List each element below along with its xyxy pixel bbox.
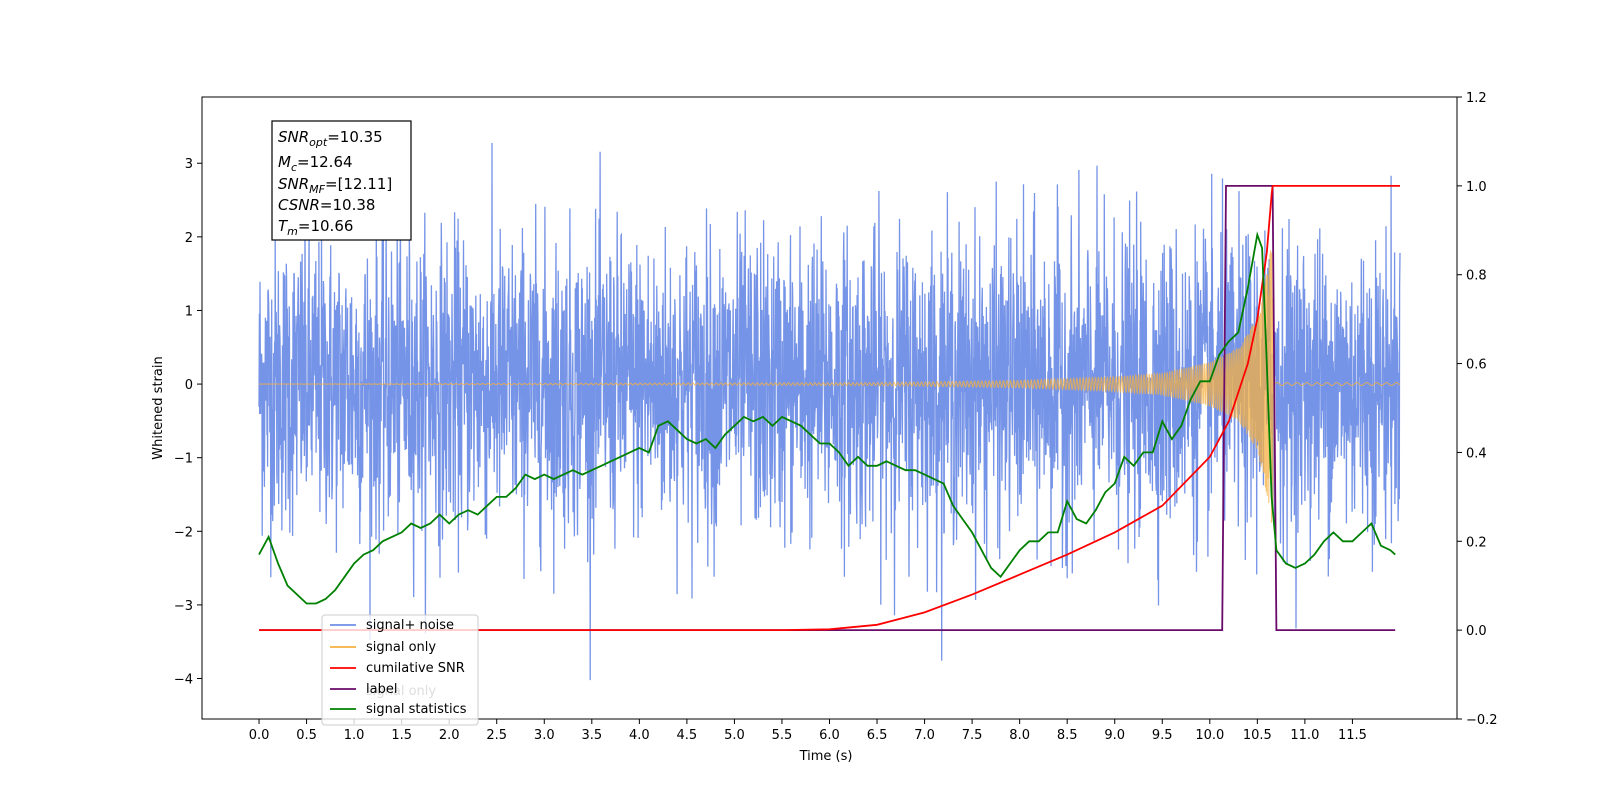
y-left-tick-label: 3 bbox=[185, 157, 193, 172]
y-left-tick-label: −4 bbox=[174, 673, 193, 688]
x-tick-label: 10.0 bbox=[1195, 728, 1224, 743]
x-tick-label: 8.0 bbox=[1009, 728, 1030, 743]
x-tick-label: 0.5 bbox=[296, 728, 317, 743]
legend-label: signal statistics bbox=[366, 702, 467, 717]
y-right-tick-label: −0.2 bbox=[1466, 713, 1498, 728]
legend-label: signal+ noise bbox=[366, 618, 454, 633]
y-axis-left: −4 −3 −2 −1 0 1 2 3 bbox=[174, 157, 202, 688]
y-left-tick-label: −3 bbox=[174, 599, 193, 614]
x-tick-label: 3.5 bbox=[581, 728, 602, 743]
annotation-line: Tm=10.66 bbox=[278, 217, 353, 238]
x-tick-label: 5.0 bbox=[724, 728, 745, 743]
x-tick-label: 6.0 bbox=[819, 728, 840, 743]
x-tick-label: 3.0 bbox=[534, 728, 555, 743]
y-axis-right: −0.2 0.0 0.2 0.4 0.6 0.8 1.0 1.2 bbox=[1457, 91, 1498, 728]
x-tick-label: 9.0 bbox=[1104, 728, 1125, 743]
x-tick-label: 4.5 bbox=[677, 728, 698, 743]
x-tick-label: 4.0 bbox=[629, 728, 650, 743]
legend-frame bbox=[321, 614, 479, 726]
x-axis: 0.0 0.5 1.0 1.5 2.0 2.5 3.0 3.5 4.0 4.5 5.0 5.5 6.0 6… bbox=[249, 719, 1367, 743]
annotation-line: Mc=12.64 bbox=[278, 153, 353, 174]
legend-ghost-text: signal only bbox=[366, 684, 436, 699]
annotation-box-frame bbox=[271, 120, 412, 241]
annotation-line: CSNR=10.38 bbox=[278, 196, 375, 214]
y-left-tick-label: −1 bbox=[174, 452, 193, 467]
x-tick-label: 1.0 bbox=[344, 728, 365, 743]
x-tick-label: 10.5 bbox=[1243, 728, 1272, 743]
x-tick-label: 7.0 bbox=[914, 728, 935, 743]
x-tick-label: 8.5 bbox=[1057, 728, 1078, 743]
series-label-line bbox=[259, 184, 1396, 631]
y-left-tick-label: −2 bbox=[174, 525, 193, 540]
series-signal-only-line bbox=[259, 250, 1401, 523]
x-tick-label: 7.5 bbox=[962, 728, 983, 743]
stats-annotation-box: SNRopt=10.35 Mc=12.64SNRMF=[12.11]CSNR=10… bbox=[271, 120, 412, 241]
x-tick-label: 5.5 bbox=[772, 728, 793, 743]
y-right-tick-label: 1.2 bbox=[1466, 91, 1487, 106]
x-tick-label: 9.5 bbox=[1152, 728, 1173, 743]
x-tick-label: 1.5 bbox=[391, 728, 412, 743]
y-right-tick-label: 1.0 bbox=[1466, 180, 1487, 195]
annotation-line: SNRMF=[12.11] bbox=[278, 175, 392, 196]
x-tick-label: 2.5 bbox=[486, 728, 507, 743]
x-tick-label: 6.5 bbox=[867, 728, 888, 743]
y-right-tick-label: 0.2 bbox=[1466, 535, 1487, 550]
x-axis-title: Time (s) bbox=[799, 749, 853, 764]
x-tick-label: 2.0 bbox=[439, 728, 460, 743]
legend-label: cumilative SNR bbox=[366, 661, 465, 676]
plot-area bbox=[258, 142, 1401, 681]
legend-label: label bbox=[366, 682, 397, 697]
y-axis-title: Whitened strain bbox=[151, 356, 166, 459]
x-tick-label: 11.5 bbox=[1338, 728, 1367, 743]
legend-label: signal only bbox=[366, 640, 436, 655]
annotation-line: SNRopt=10.35 bbox=[278, 128, 383, 149]
x-tick-label: 11.0 bbox=[1290, 728, 1319, 743]
y-left-tick-label: 2 bbox=[185, 231, 193, 246]
y-right-tick-label: 0.6 bbox=[1466, 358, 1487, 373]
legend: signal only signal+ noise signal only cumil… bbox=[321, 614, 479, 726]
y-right-tick-label: 0.4 bbox=[1466, 446, 1487, 461]
series-signal-statistics-line bbox=[258, 231, 1396, 605]
series-signal-noise-line bbox=[258, 142, 1401, 681]
y-left-tick-label: 1 bbox=[185, 304, 193, 319]
y-left-tick-label: 0 bbox=[185, 378, 193, 393]
x-tick-label: 0.0 bbox=[249, 728, 270, 743]
y-right-tick-label: 0.8 bbox=[1466, 269, 1487, 284]
series-cumulative-snr-line bbox=[259, 184, 1400, 631]
y-right-tick-label: 0.0 bbox=[1466, 624, 1487, 639]
